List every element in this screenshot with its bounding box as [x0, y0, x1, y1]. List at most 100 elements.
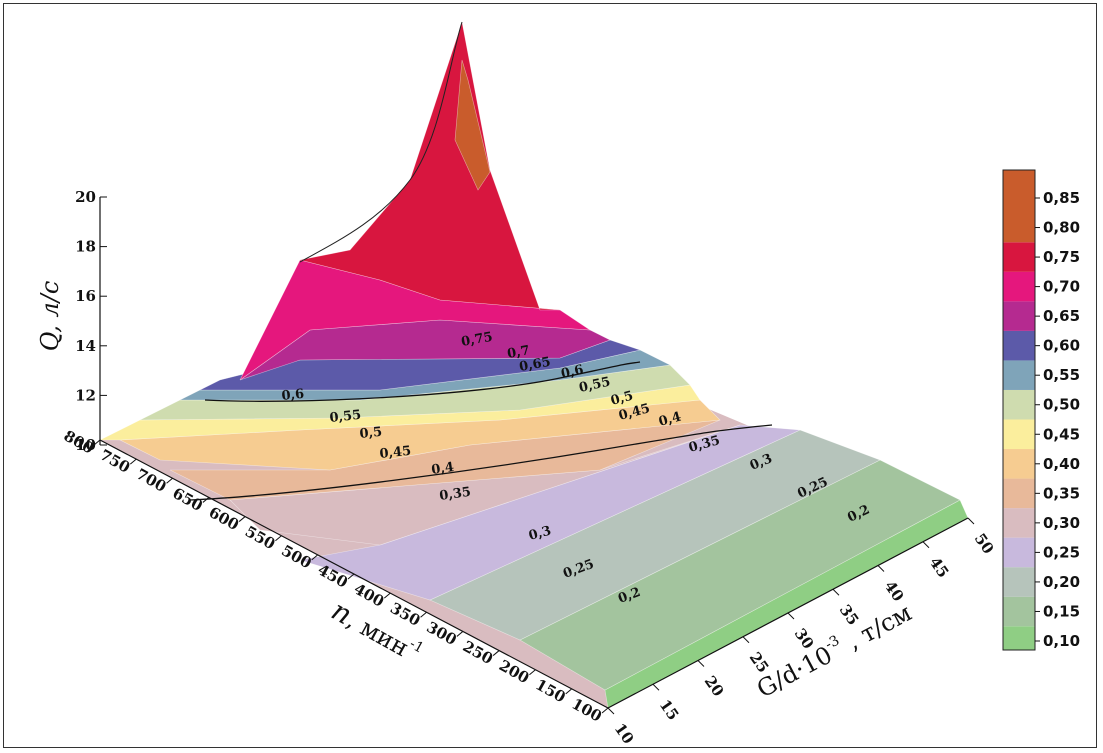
contour-label-19: 0,55: [578, 375, 612, 396]
colorbar-seg-1: [1003, 596, 1035, 627]
z-axis-title: Q, л/с: [36, 281, 64, 352]
colorbar-seg-2: [1003, 567, 1035, 597]
g-tick-2: [697, 660, 705, 667]
contour-label-8: 0,6: [281, 387, 305, 404]
n-tick-1: [565, 688, 573, 695]
z-tick-label-1: 12: [75, 386, 96, 404]
g-tick-label-0: 10: [611, 720, 638, 747]
n-tick-12: [166, 477, 173, 484]
colorbar-seg-3: [1003, 537, 1035, 568]
svg-text:Q, л/с: Q, л/с: [36, 281, 64, 352]
colorbar-seg-4: [1003, 508, 1035, 538]
n-tick-10: [238, 516, 246, 522]
contour-0-6: [204, 361, 641, 402]
colorbar-label-15: 0,85: [1043, 189, 1080, 207]
colorbar-label-11: 0,65: [1043, 307, 1080, 325]
contour-label-0: 0,2: [616, 585, 642, 607]
contour-lines: [189, 21, 773, 501]
n-axis-title: n, мин-1: [326, 594, 427, 670]
g-axis-sup: -3: [823, 633, 843, 654]
n-tick-2: [529, 669, 536, 676]
g-tick-label-2: 20: [701, 672, 728, 699]
colorbar-seg-12: [1003, 271, 1035, 302]
colorbar-seg-11: [1003, 301, 1035, 331]
z-tick-label-4: 18: [75, 238, 96, 256]
n-tick-8: [311, 554, 319, 561]
contour-0-35: [189, 424, 773, 501]
g-axis-main: G/d·10: [752, 641, 836, 704]
contour-label-5: 0,45: [379, 444, 412, 462]
z-axis-var: Q: [36, 332, 64, 351]
z-tick-label-0: 10: [75, 436, 96, 454]
colorbar-seg-13: [1003, 242, 1035, 272]
z-axis-unit: , л/с: [36, 281, 64, 333]
n-tick-6: [383, 592, 391, 599]
colorbar-label-5: 0,35: [1043, 484, 1080, 502]
contour-label-6: 0,5: [359, 425, 383, 442]
g-tick-8: [967, 517, 975, 525]
contour-label-10: 0,7: [506, 343, 531, 362]
n-tick-11: [202, 497, 210, 503]
colorbar-label-8: 0,50: [1043, 396, 1080, 414]
band-4: [229, 424, 741, 546]
colorbar-label-9: 0,55: [1043, 366, 1080, 384]
band-3: [299, 424, 802, 601]
colorbar-label-14: 0,80: [1043, 219, 1080, 237]
n-tick-3: [492, 650, 500, 656]
z-tick-label-3: 16: [75, 287, 96, 305]
colorbar-label-13: 0,75: [1043, 248, 1080, 266]
surface-bands: [99, 21, 969, 709]
n-tick-4: [456, 631, 464, 637]
colorbar-seg-7: [1003, 419, 1035, 450]
n-tick-5: [420, 611, 427, 618]
z-tick-label-2: 14: [75, 337, 96, 355]
svg-text:n, мин-1: n, мин-1: [326, 594, 427, 670]
g-tick-6: [877, 565, 885, 572]
contour-label-18: 0,5: [609, 389, 635, 409]
colorbar-seg-0: [1003, 626, 1035, 650]
contour-label-11: 0,75: [460, 330, 494, 350]
colorbar-label-4: 0,30: [1043, 514, 1080, 532]
surface-ridge: [299, 21, 463, 263]
n-tick-14: [93, 439, 101, 446]
contour-label-3: 0,35: [438, 485, 471, 504]
contour-label-16: 0,4: [657, 410, 683, 430]
colorbar-label-10: 0,60: [1043, 337, 1080, 355]
colorbar-label-12: 0,70: [1043, 278, 1080, 296]
n-tick-0: [601, 707, 609, 714]
g-tick-label-1: 15: [656, 696, 683, 723]
n-tick-13: [129, 458, 137, 465]
contour-label-20: 0,6: [560, 363, 585, 382]
colorbar-label-7: 0,45: [1043, 425, 1080, 443]
colorbar-border: [1002, 169, 1036, 651]
g-tick-label-8: 50: [971, 530, 998, 557]
n-tick-7: [347, 573, 355, 580]
colorbar-seg-14: [1003, 170, 1035, 243]
colorbar-seg-5: [1003, 478, 1035, 509]
n-tick-9: [275, 535, 282, 542]
band-13: [299, 21, 561, 311]
g-tick-3: [742, 636, 750, 644]
g-tick-label-7: 45: [926, 554, 953, 581]
colorbar-label-1: 0,15: [1043, 602, 1080, 620]
colorbar-label-3: 0,25: [1043, 543, 1080, 561]
contour-labels: 0,20,250,30,350,40,450,50,550,60,650,70,…: [281, 330, 872, 607]
contour-label-2: 0,3: [527, 524, 553, 544]
g-tick-4: [787, 612, 795, 620]
n-axis-sup: -1: [407, 636, 427, 657]
colorbar-label-6: 0,40: [1043, 455, 1080, 473]
contour-label-7: 0,55: [329, 408, 362, 426]
band-14: [454, 59, 491, 191]
g-tick-0: [607, 707, 615, 715]
g-tick-7: [922, 541, 930, 549]
colorbar-seg-8: [1003, 389, 1035, 420]
colorbar-seg-9: [1003, 360, 1035, 390]
colorbar-label-2: 0,20: [1043, 573, 1080, 591]
contour-label-4: 0,4: [430, 460, 454, 478]
contour-label-9: 0,65: [518, 355, 552, 375]
colorbar: 0,10 0,15 0,20 0,25 0,30 0,35 0,40 0,45 0,50 0,55…: [1002, 169, 1080, 651]
colorbar-seg-10: [1003, 330, 1035, 361]
z-tick-label-5: 20: [75, 188, 96, 206]
g-tick-5: [832, 588, 840, 596]
